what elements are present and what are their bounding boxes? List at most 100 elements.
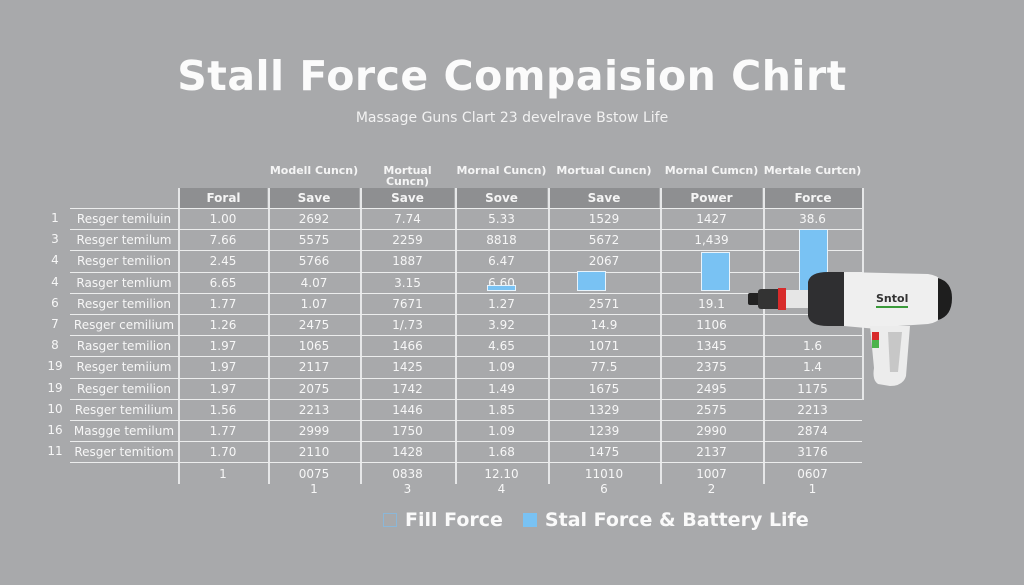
table-cell: 1.49 [488,381,515,396]
row-number: 10 [47,401,63,416]
column-header-save-2: Save [361,188,454,208]
table-row: Resger cemilium 1.26 2475 1/.73 3.92 14.9 1106 [70,314,862,336]
table-cell: 1.85 [488,402,515,417]
table-cell: 2575 [696,402,727,417]
row-name: Resger temilum [76,233,172,248]
footer-top-value: 11010 [584,467,624,481]
row-number: 11 [47,444,63,459]
table-cell: 1742 [392,381,423,396]
footer-bottom-value: 1 [310,482,318,496]
column-header-save-1: Save [269,188,359,208]
table-row: Resger temilum 7.66 5575 2259 8818 5672 1,439 [70,229,862,251]
table-cell: 1.56 [209,402,237,417]
table-cell: 5.33 [488,212,515,226]
footer-bottom-value: 2 [707,482,716,496]
table-cell: 2999 [298,424,330,438]
table-cell: 3.92 [488,318,515,332]
table-cell: 1.97 [209,339,237,354]
row-name: Rasger temilion [76,339,172,354]
row-number: 16 [47,423,63,437]
table-cell: 1475 [588,445,620,460]
table-cell: 2.45 [209,254,237,269]
table-cell: 1750 [392,424,423,438]
row-name: Masgge temilum [73,424,175,438]
footer-bottom-value: 6 [600,482,608,496]
legend-label-fill-force: Fill Force [405,509,503,531]
table-cell: 1.09 [488,424,515,438]
column-header-sove: Sove [456,188,547,208]
table-cell: 2495 [696,381,727,396]
footer-bottom-value: 1 [808,482,817,496]
table-cell: 1345 [696,339,727,354]
bar-save [577,271,606,291]
massage-gun-image: Sntol [748,272,952,386]
footer-top-value: 12.10 [484,467,519,481]
table-cell: 1.00 [209,212,237,226]
table-cell: 7.74 [394,212,421,226]
table-row: Resger temilion 1.77 1.07 7671 1.27 2571 19.1 [70,292,862,315]
table-row: Resger temiluin 1.00 2692 7.74 5.33 1529 1427 3… [70,208,862,230]
chart-title: Stall Force Compaision Chirt [177,52,847,100]
table-cell: 38.6 [799,212,826,226]
table-cell: 2475 [298,318,330,332]
bar-sove [487,285,516,291]
table-row: Resger temilium 1.56 2213 1446 1.85 1329 2575 2… [70,398,862,421]
footer-top-value: 0075 [298,467,330,481]
table-cell: 1427 [696,212,727,226]
footer-cell: 1 [178,467,268,482]
row-number: 8 [51,338,59,353]
table-cell: 6.47 [488,254,515,269]
row-number: 4 [51,274,59,289]
footer-cell: 1007 2 [660,467,763,497]
legend-label-stal-force: Stal Force & Battery Life [544,509,809,531]
table-cell: 5766 [298,254,330,269]
table-row: Resger temitiom 1.70 2110 1428 1.68 1475 2137 3… [70,441,862,463]
table-cell: 2075 [298,381,330,396]
table-cell: 1.77 [209,296,237,311]
row-name: Resger temiluin [76,212,172,226]
table-cell: 2110 [298,445,330,460]
table-cell: 1/.73 [392,318,423,332]
table-cell: 4.65 [488,339,515,354]
table-cell: 2990 [696,424,727,438]
table-cell: 1239 [588,424,620,438]
table-row: Resger temiium 1.97 2117 1425 1.09 77.5 2375 1.… [70,356,862,378]
table-cell: 2213 [797,402,828,417]
table-cell: 1.6 [802,339,823,354]
row-name: Resger temilion [77,381,171,396]
row-name: Resger temiium [76,360,172,375]
column-group-1: Modell Cuncn) [269,164,359,177]
table-cell: 1065 [298,339,330,354]
table-cell: 1.26 [209,318,237,332]
footer-top-value: 0838 [392,467,423,481]
column-group-2: Mortual Cuncn) [383,164,432,188]
table-cell: 1.70 [209,445,237,460]
row-name: Resger temilion [77,296,171,311]
table-cell: 2213 [298,402,330,417]
table-cell: 3176 [797,445,828,460]
legend-swatch-outline-icon [383,513,397,527]
table-cell: 1.77 [209,424,237,438]
row-number: 7 [51,317,59,331]
table-cell: 4.07 [300,275,328,290]
table-cell: 1.09 [488,360,515,375]
row-name: Resger cemilium [73,318,175,332]
footer-top-value: 1007 [696,467,727,481]
table-cell: 1.27 [488,296,515,311]
table-cell: 1887 [392,254,423,269]
footer-cell: 0838 3 [360,467,455,497]
table-cell: 1675 [588,381,620,396]
table-cell: 1329 [588,402,620,417]
table-cell: 2137 [696,445,727,460]
legend-swatch-filled-icon [522,513,537,527]
table-cell: 1106 [696,318,727,332]
footer-cell: 0607 1 [763,467,862,497]
column-group-6: Mertale Curtcn) [763,164,862,177]
table-cell: 2117 [298,360,330,375]
row-name: Rasger temlium [76,275,172,290]
table-row: Masgge temilum 1.77 2999 1750 1.09 1239 2990 28… [70,420,862,442]
table-cell: 2874 [797,424,828,438]
row-number: 4 [51,253,59,268]
footer-cell: 11010 6 [548,467,660,497]
row-number: 1 [51,211,59,225]
